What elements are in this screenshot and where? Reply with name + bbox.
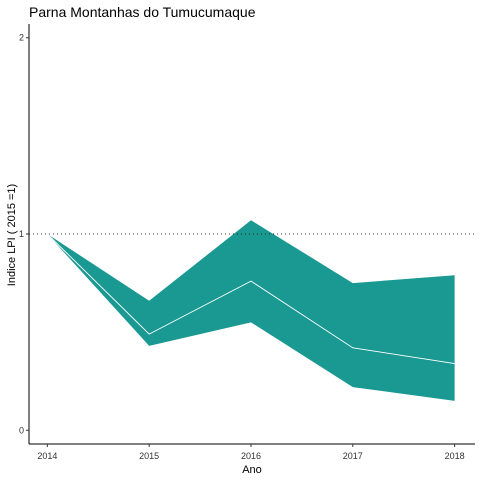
y-tick-label: 2 [19, 33, 24, 43]
confidence-band [47, 220, 455, 401]
x-tick-label: 2015 [139, 451, 159, 461]
x-tick-label: 2016 [241, 451, 261, 461]
x-tick-label: 2018 [445, 451, 465, 461]
y-tick-label: 1 [19, 229, 24, 239]
x-tick-label: 2017 [343, 451, 363, 461]
plot-area: 0 1 2 2014 2015 2016 2017 2018 [19, 24, 475, 461]
x-axis-title: Ano [242, 464, 262, 476]
y-tick-label: 0 [19, 425, 24, 435]
x-tick-label: 2014 [37, 451, 57, 461]
y-axis-title: Indice LPI ( 2015 =1) [6, 184, 18, 286]
chart-title: Parna Montanhas do Tumucumaque [29, 4, 256, 20]
series-line [47, 233, 455, 364]
